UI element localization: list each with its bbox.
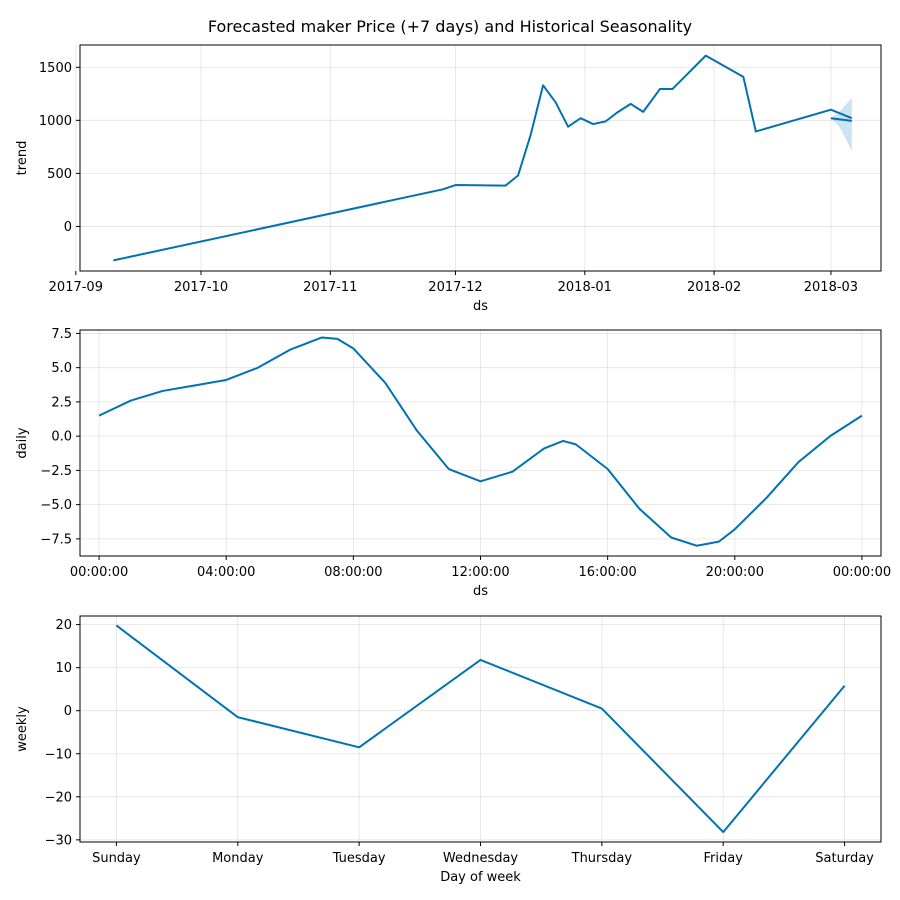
weekly-y-tick-label-2: −10 — [45, 747, 72, 762]
daily-y-tick-label-2: −2.5 — [40, 464, 72, 479]
weekly-x-axis-label: Day of week — [440, 870, 521, 885]
daily-y-axis-label: daily — [15, 427, 30, 458]
weekly-y-tick-label-4: 10 — [55, 661, 72, 676]
trend-x-tick-label-0: 2017-09 — [49, 280, 103, 295]
daily-x-axis-label: ds — [473, 584, 488, 599]
daily-x-tick-label-1: 04:00:00 — [197, 565, 255, 580]
weekly-y-tick-label-0: −30 — [45, 833, 72, 848]
panel-daily: 00:00:00 04:00:00 08:00:00 12:00:00 16:00:00… — [15, 327, 891, 599]
daily-x-tick-label-2: 08:00:00 — [324, 565, 382, 580]
trend-x-tick-label-4: 2018-01 — [558, 280, 612, 295]
weekly-x-tick-label-4: Thursday — [571, 851, 633, 866]
weekly-x-tick-label-2: Tuesday — [332, 851, 386, 866]
weekly-y-tick-label-3: 0 — [64, 704, 72, 719]
trend-axes-frame — [79, 44, 882, 272]
weekly-x-tick-label-3: Wednesday — [443, 851, 519, 866]
panel-trend: 2017-09 2017-10 2017-11 2017-12 2018-01 2018-… — [15, 44, 882, 314]
daily-y-tick-label-4: 2.5 — [51, 395, 72, 410]
daily-x-tick-label-4: 16:00:00 — [578, 565, 636, 580]
trend-series-line-0 — [113, 54, 853, 262]
trend-y-tick-label-0: 0 — [64, 220, 72, 235]
trend-y-tick-label-3: 1500 — [39, 61, 72, 76]
trend-x-tick-label-5: 2018-02 — [687, 280, 741, 295]
trend-forecast-line — [830, 117, 852, 122]
daily-y-tick-label-3: 0.0 — [51, 430, 72, 445]
trend-uncertainty-band — [830, 98, 852, 151]
trend-x-tick-label-3: 2017-12 — [428, 280, 482, 295]
daily-y-tick-label-1: −5.0 — [40, 498, 72, 513]
daily-x-tick-label-0: 00:00:00 — [70, 565, 128, 580]
trend-x-axis-label: ds — [473, 299, 488, 314]
daily-x-tick-label-6: 00:00:00 — [833, 565, 891, 580]
trend-x-tick-label-1: 2017-10 — [174, 280, 228, 295]
trend-y-tick-label-1: 500 — [47, 167, 72, 182]
weekly-y-axis-label: weekly — [15, 706, 30, 752]
panel-weekly: Sunday Monday Tuesday Wednesday Thursday Frid… — [15, 615, 882, 885]
daily-x-tick-label-3: 12:00:00 — [451, 565, 509, 580]
weekly-series-line-0 — [115, 624, 846, 834]
weekly-x-tick-label-1: Monday — [212, 851, 264, 866]
daily-y-tick-label-5: 5.0 — [51, 361, 72, 376]
daily-y-tick-label-0: −7.5 — [40, 532, 72, 547]
figure-title: Forecasted maker Price (+7 days) and His… — [208, 17, 692, 36]
daily-series-line-0 — [98, 336, 863, 547]
weekly-y-tick-label-5: 20 — [55, 618, 72, 633]
weekly-x-tick-label-5: Friday — [704, 851, 744, 866]
trend-y-axis-label: trend — [15, 141, 30, 176]
daily-x-tick-label-5: 20:00:00 — [706, 565, 764, 580]
daily-y-tick-label-6: 7.5 — [51, 327, 72, 342]
trend-y-tick-label-2: 1000 — [39, 114, 72, 129]
trend-x-tick-label-2: 2017-11 — [303, 280, 357, 295]
weekly-x-tick-label-6: Saturday — [815, 851, 874, 866]
weekly-y-tick-label-1: −20 — [45, 790, 72, 805]
weekly-x-tick-label-0: Sunday — [92, 851, 141, 866]
trend-x-tick-label-6: 2018-03 — [804, 280, 858, 295]
